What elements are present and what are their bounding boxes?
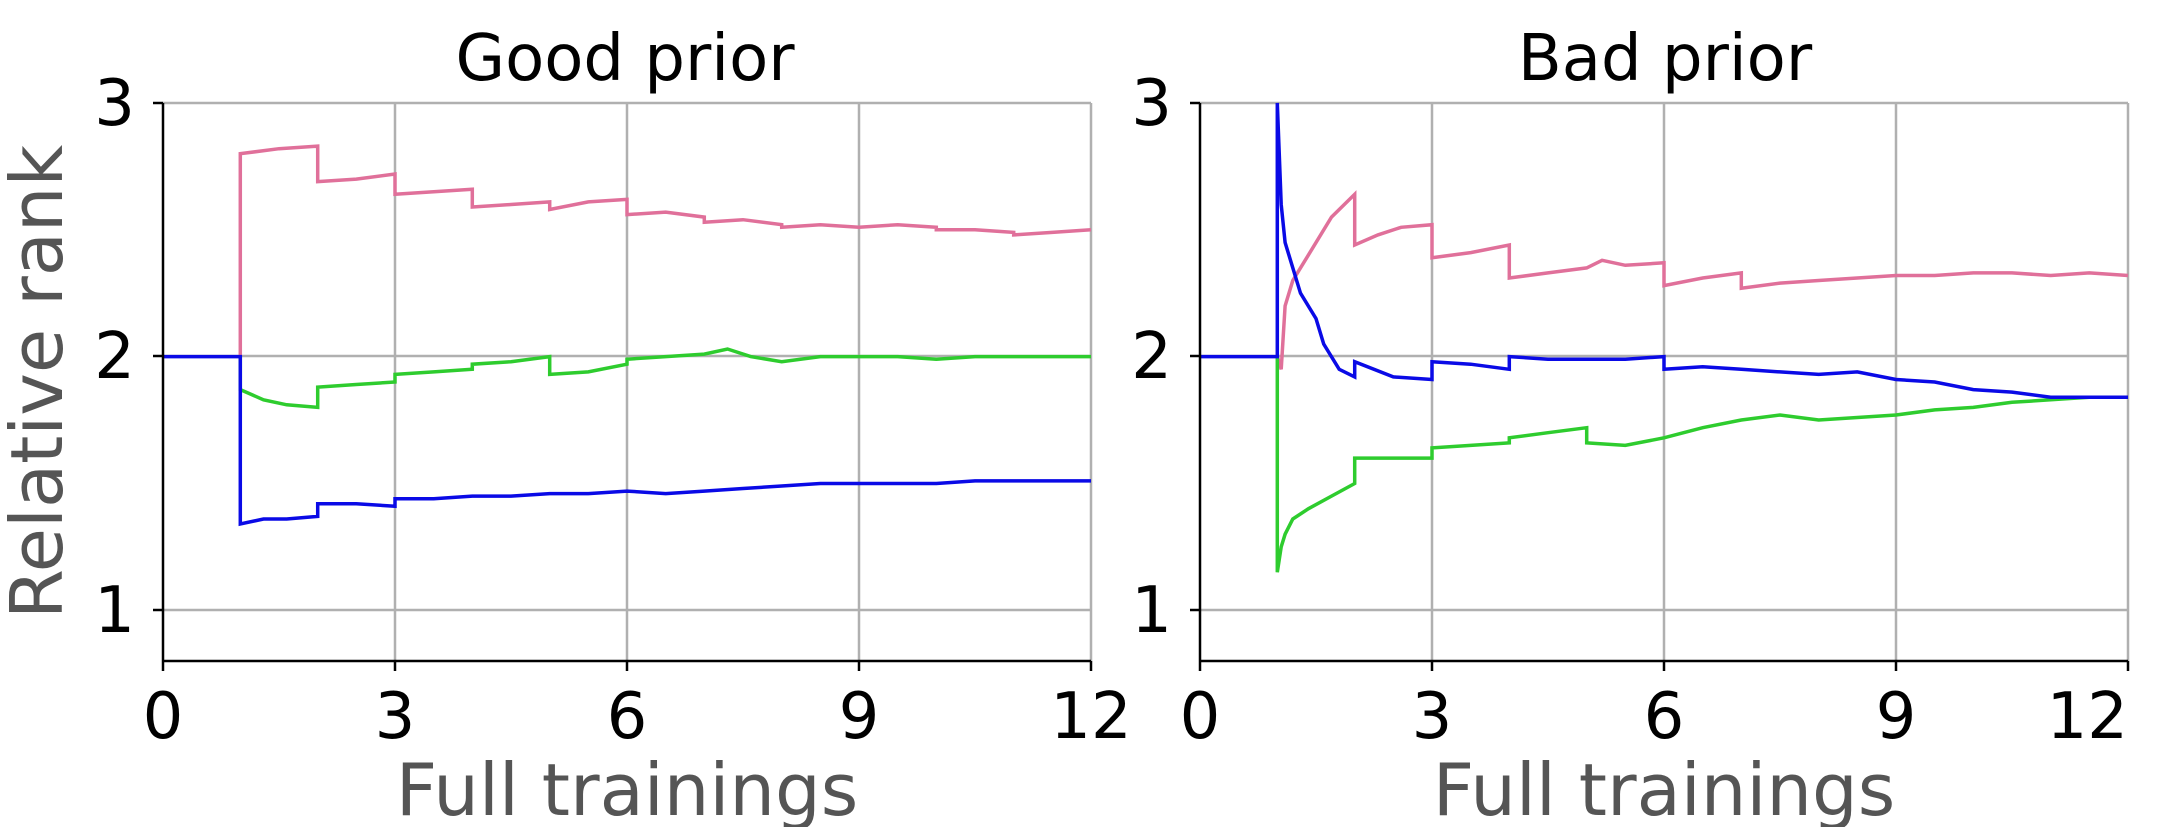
x-tick-label: 12 (2047, 680, 2128, 754)
x-tick-label: 0 (1180, 680, 1221, 754)
y-axis-label: Relative rank (0, 145, 79, 620)
series-group (163, 144, 1092, 527)
series-line-pink (1275, 190, 2129, 370)
x-axis-label: Full trainings (1433, 748, 1895, 827)
panel-good-prior: Good prior 1 2 3 (0, 22, 1132, 827)
x-ticks: 0 3 6 9 12 (1180, 661, 2130, 754)
y-tick-label: 2 (94, 320, 135, 394)
x-ticks: 0 3 6 9 12 (143, 661, 1132, 754)
x-tick-label: 3 (1412, 680, 1453, 754)
x-axis-label: Full trainings (396, 748, 858, 827)
y-ticks: 1 2 3 (94, 67, 163, 648)
y-ticks: 1 2 3 (1131, 67, 1200, 648)
series-line-pink (238, 144, 1092, 357)
y-tick-label: 3 (1131, 67, 1172, 141)
x-tick-label: 6 (1644, 680, 1685, 754)
x-tick-label: 3 (375, 680, 416, 754)
chart-title: Good prior (455, 22, 795, 96)
y-tick-label: 1 (1131, 574, 1172, 648)
panel-bad-prior: Bad prior 1 2 3 (1131, 22, 2130, 827)
x-gridlines (393, 103, 1093, 661)
x-tick-label: 12 (1050, 680, 1131, 754)
x-tick-label: 6 (607, 680, 648, 754)
x-tick-label: 9 (839, 680, 880, 754)
chart-title: Bad prior (1518, 22, 1813, 96)
y-tick-label: 3 (94, 67, 135, 141)
y-tick-label: 1 (94, 574, 135, 648)
series-line-green (238, 347, 1091, 410)
x-tick-label: 0 (143, 680, 184, 754)
series-line-blue (1200, 102, 2128, 399)
series-group (1200, 102, 2129, 573)
series-line-green (1275, 356, 2128, 573)
x-tick-label: 9 (1876, 680, 1917, 754)
series-line-blue (163, 354, 1091, 527)
y-tick-label: 2 (1131, 320, 1172, 394)
x-gridlines (1430, 103, 2130, 661)
